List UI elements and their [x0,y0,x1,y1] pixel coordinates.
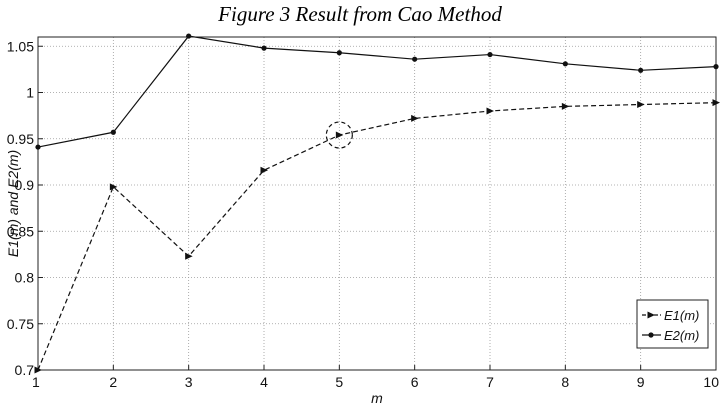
highlight-circle [325,121,353,149]
series-2 [35,33,719,150]
series-1-line [37,102,717,371]
figure-caption: Figure 3 Result from Cao Method [218,2,502,26]
legend-label-2: E2(m) [664,328,699,343]
y-axis-ticks: 0.7 0.75 0.8 0.85 0.9 0.95 1 1.05 [7,38,34,378]
series-2-point [638,67,644,73]
x-tick-label: 9 [637,374,645,390]
series-1-point [109,183,118,191]
series-1-point [34,366,42,374]
series-2-point [487,51,493,58]
y-tick-label: 1.05 [7,38,34,54]
x-tick-label: 5 [335,374,343,390]
x-tick-label: 10 [703,374,719,390]
series-1-point [185,252,193,260]
annotation [325,121,353,149]
legend-box [636,299,709,349]
y-axis-label: E1(m) and E2(m) [5,150,21,257]
plot-area-frame [37,36,717,371]
x-axis-ticks: 1 2 3 4 5 6 7 8 9 10 [32,374,719,390]
series-2-point [562,61,568,67]
series-2-line [37,35,717,148]
series-2-point [186,33,192,39]
x-tick-label: 7 [486,374,494,390]
y-tick-label: 1 [26,85,34,101]
series-1-point [260,166,268,174]
series-1-point [712,99,720,107]
series-1-point [486,107,494,115]
x-axis-label: m [371,390,383,406]
x-tick-label: 1 [32,374,40,390]
x-tick-label: 6 [411,374,419,390]
y-tick-label: 0.9 [15,177,35,193]
y-tick-label: 0.95 [7,131,34,147]
series-1 [34,99,720,374]
y-tick-label: 0.75 [7,316,34,332]
series-1-point [335,131,344,139]
legend-marker-2 [648,332,654,338]
series-2-point [261,45,267,51]
x-tick-label: 4 [260,374,268,390]
x-tick-label: 8 [561,374,569,390]
y-tick-label: 0.85 [7,223,34,239]
grid [37,37,717,371]
series-1-point [637,101,645,109]
series-2-point [35,144,41,150]
series [34,33,720,374]
series-1-point [561,102,570,110]
legend-label-1: E1(m) [664,308,699,323]
y-tick-label: 0.7 [15,362,35,378]
x-tick-label: 2 [109,374,117,390]
series-2-point [110,129,116,135]
series-1-point [411,114,419,122]
series-2-point [336,50,342,56]
y-tick-label: 0.8 [15,270,35,286]
legend: E1(m) E2(m) [636,299,709,349]
legend-marker-1 [647,311,655,319]
series-2-point [412,56,418,62]
series-2-point [713,64,719,70]
x-tick-label: 3 [185,374,193,390]
